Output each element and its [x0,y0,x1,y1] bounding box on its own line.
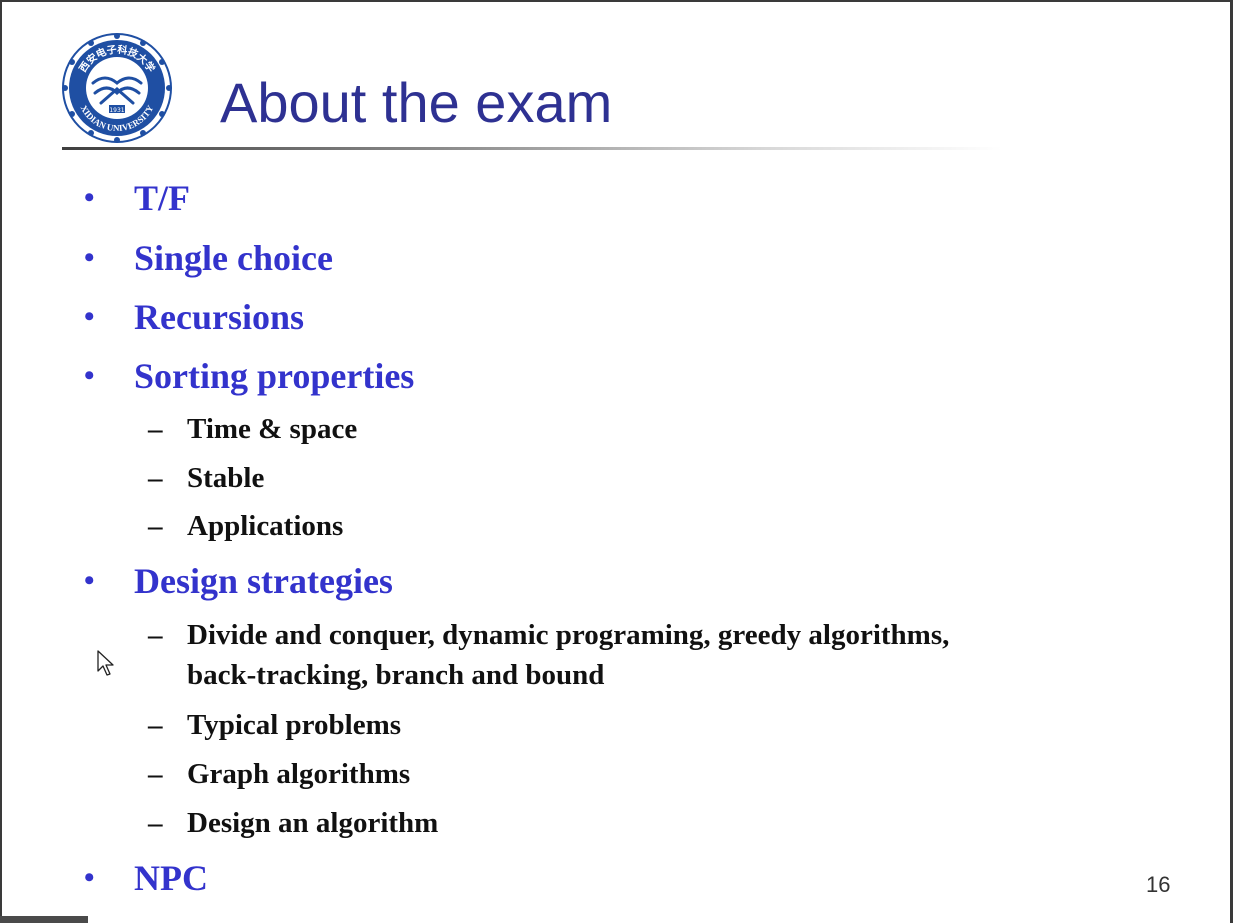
taskbar-tab[interactable] [0,916,88,923]
window-border-top [0,0,1233,2]
dash-icon: – [148,462,163,494]
bullet-icon: • [84,564,95,597]
sub-bullet-text: Typical problems [187,709,402,741]
bullet-icon: • [84,300,95,333]
sub-bullet-text: Time & space [187,413,358,445]
dash-icon: – [148,510,163,542]
bullet-text: Recursions [134,297,304,337]
page-number: 16 [1146,872,1171,897]
bullet-text: NPC [134,858,208,898]
sub-bullet-text: back-tracking, branch and bound [187,659,605,691]
sub-bullet-text: Stable [187,462,265,494]
dash-icon: – [148,709,163,741]
title-underline [62,147,1002,150]
bullet-icon: • [84,861,95,894]
dash-icon: – [148,807,163,839]
bullet-icon: • [84,359,95,392]
bullet-icon: • [84,181,95,214]
bullet-text: Sorting properties [134,356,415,396]
bullet-icon: • [84,241,95,274]
sub-bullet-text: Divide and conquer, dynamic programing, … [187,619,950,651]
window-border-right [1230,0,1233,923]
sub-bullet-text: Applications [187,510,344,542]
window-border-left [0,0,2,923]
bullet-text: T/F [134,178,191,218]
mouse-pointer-icon [97,650,114,676]
dash-icon: – [148,413,163,445]
svg-text:1931: 1931 [109,107,124,114]
university-logo: 西安电子科技大学 XIDIAN UNIVERSITY 1931 [62,33,172,143]
dash-icon: – [148,758,163,790]
sub-bullet-text: Design an algorithm [187,807,439,839]
bullet-text: Design strategies [134,561,393,601]
dash-icon: – [148,619,163,651]
sub-bullet-text: Graph algorithms [187,758,411,790]
bullet-text: Single choice [134,238,333,278]
slide-title: About the exam [220,71,613,134]
